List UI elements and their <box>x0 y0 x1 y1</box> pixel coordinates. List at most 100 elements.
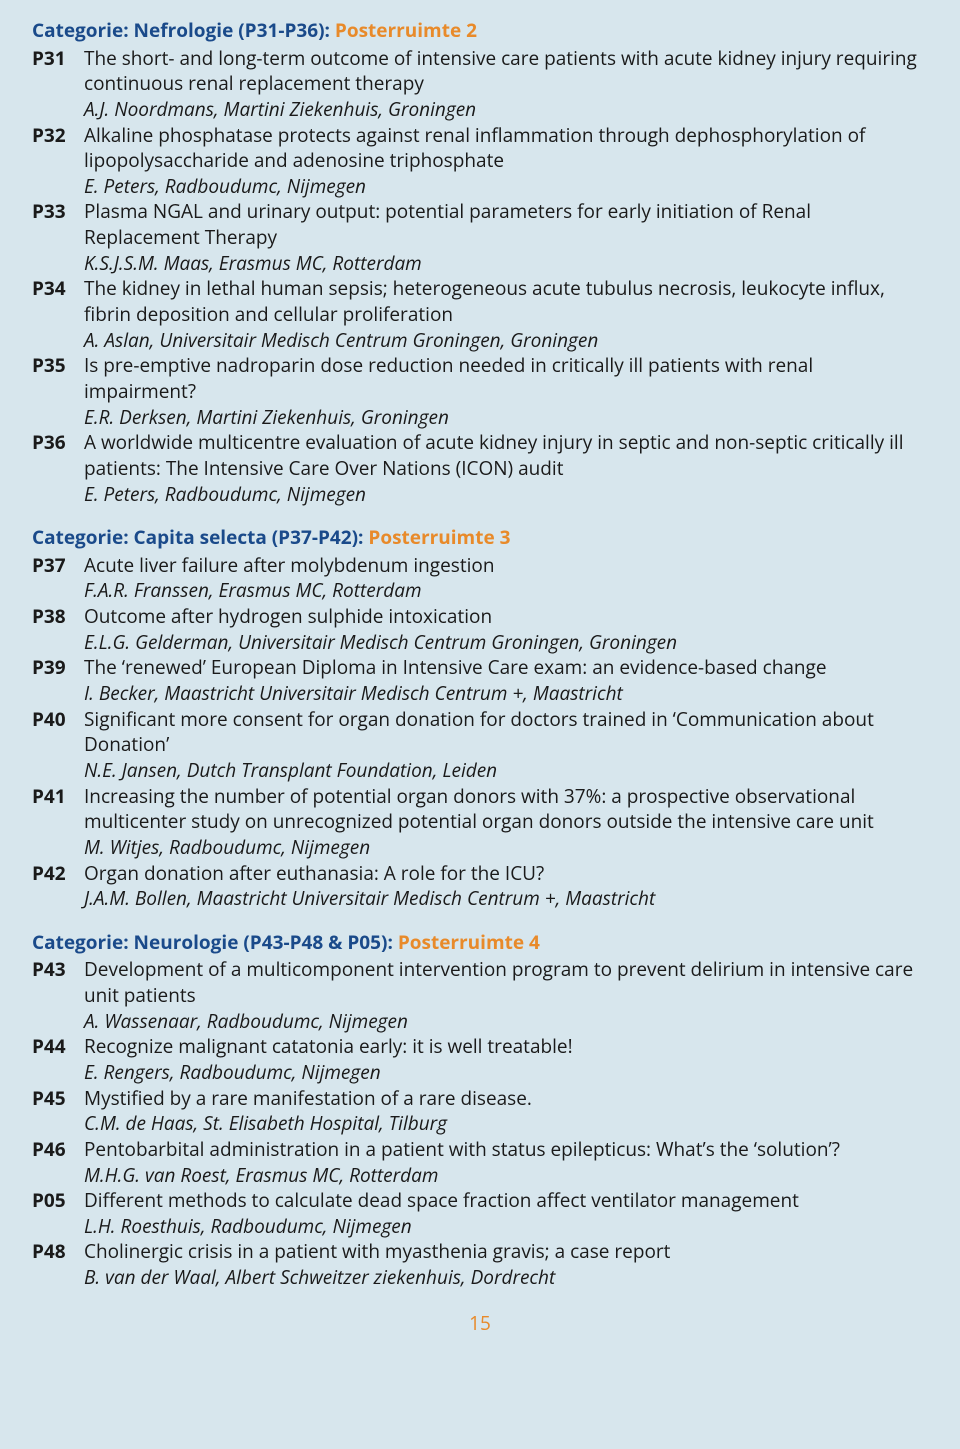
abstract-title: A worldwide multicentre evaluation of ac… <box>84 430 928 481</box>
abstract-entry: P37Acute liver failure after molybdenum … <box>32 553 928 604</box>
abstract-code: P34 <box>32 276 84 353</box>
abstract-author: M.H.G. van Roest, Erasmus MC, Rotterdam <box>84 1163 928 1189</box>
abstract-code: P43 <box>32 957 84 1034</box>
abstract-body: Recognize malignant catatonia early: it … <box>84 1034 928 1085</box>
abstract-body: Pentobarbital administration in a patien… <box>84 1137 928 1188</box>
abstract-title: Recognize malignant catatonia early: it … <box>84 1034 928 1060</box>
abstract-code: P33 <box>32 199 84 276</box>
abstract-body: Is pre-emptive nadroparin dose reduction… <box>84 353 928 430</box>
abstract-code: P36 <box>32 430 84 507</box>
abstract-body: Alkaline phosphatase protects against re… <box>84 123 928 200</box>
abstract-body: Development of a multicomponent interven… <box>84 957 928 1034</box>
category-prefix: Categorie: Neurologie (P43-P48 & P05): <box>32 929 398 955</box>
abstract-entry: P38Outcome after hydrogen sulphide intox… <box>32 604 928 655</box>
abstract-code: P39 <box>32 655 84 706</box>
abstract-code: P35 <box>32 353 84 430</box>
abstract-author: E.L.G. Gelderman, Universitair Medisch C… <box>84 630 928 656</box>
abstract-title: Different methods to calculate dead spac… <box>84 1188 928 1214</box>
abstract-code: P46 <box>32 1137 84 1188</box>
abstract-body: Mystified by a rare manifestation of a r… <box>84 1086 928 1137</box>
abstract-title: Plasma NGAL and urinary output: potentia… <box>84 199 928 250</box>
page-number: 15 <box>32 1311 928 1337</box>
abstract-code: P42 <box>32 861 84 912</box>
room-label: Posterruimte 3 <box>368 524 510 550</box>
abstract-title: Outcome after hydrogen sulphide intoxica… <box>84 604 928 630</box>
abstract-body: Outcome after hydrogen sulphide intoxica… <box>84 604 928 655</box>
abstract-author: I. Becker, Maastricht Universitair Medis… <box>84 681 928 707</box>
abstract-title: Pentobarbital administration in a patien… <box>84 1137 928 1163</box>
category-prefix: Categorie: Nefrologie (P31-P36): <box>32 17 335 43</box>
abstract-code: P37 <box>32 553 84 604</box>
abstract-author: A. Aslan, Universitair Medisch Centrum G… <box>84 328 928 354</box>
abstract-author: K.S.J.S.M. Maas, Erasmus MC, Rotterdam <box>84 251 928 277</box>
abstract-code: P44 <box>32 1034 84 1085</box>
abstract-entry: P31The short- and long-term outcome of i… <box>32 46 928 123</box>
abstract-code: P05 <box>32 1188 84 1239</box>
abstract-body: Different methods to calculate dead spac… <box>84 1188 928 1239</box>
abstract-author: E. Peters, Radboudumc, Nijmegen <box>84 174 928 200</box>
abstract-body: The short- and long-term outcome of inte… <box>84 46 928 123</box>
abstract-title: Increasing the number of potential organ… <box>84 784 928 835</box>
abstract-body: Increasing the number of potential organ… <box>84 784 928 861</box>
abstract-body: Cholinergic crisis in a patient with mya… <box>84 1239 928 1290</box>
abstract-author: E.R. Derksen, Martini Ziekenhuis, Gronin… <box>84 405 928 431</box>
abstract-author: F.A.R. Franssen, Erasmus MC, Rotterdam <box>84 578 928 604</box>
category-header: Categorie: Neurologie (P43-P48 & P05): P… <box>32 930 928 956</box>
abstract-title: Is pre-emptive nadroparin dose reduction… <box>84 353 928 404</box>
category-prefix: Categorie: Capita selecta (P37-P42): <box>32 524 368 550</box>
abstract-title: Development of a multicomponent interven… <box>84 957 928 1008</box>
room-label: Posterruimte 4 <box>398 929 540 955</box>
abstract-entry: P41Increasing the number of potential or… <box>32 784 928 861</box>
abstract-author: A.J. Noordmans, Martini Ziekenhuis, Gron… <box>84 97 928 123</box>
abstract-title: Organ donation after euthanasia: A role … <box>84 861 928 887</box>
abstract-entry: P35Is pre-emptive nadroparin dose reduct… <box>32 353 928 430</box>
abstract-author: E. Rengers, Radboudumc, Nijmegen <box>84 1060 928 1086</box>
abstract-body: Acute liver failure after molybdenum ing… <box>84 553 928 604</box>
abstract-code: P31 <box>32 46 84 123</box>
abstract-entry: P45Mystified by a rare manifestation of … <box>32 1086 928 1137</box>
category-header: Categorie: Capita selecta (P37-P42): Pos… <box>32 525 928 551</box>
abstract-title: The kidney in lethal human sepsis; heter… <box>84 276 928 327</box>
abstract-entry: P39The ‘renewed’ European Diploma in Int… <box>32 655 928 706</box>
abstract-entry: P42Organ donation after euthanasia: A ro… <box>32 861 928 912</box>
abstract-body: Plasma NGAL and urinary output: potentia… <box>84 199 928 276</box>
abstract-title: Cholinergic crisis in a patient with mya… <box>84 1239 928 1265</box>
document-page: Categorie: Nefrologie (P31-P36): Posterr… <box>0 0 960 1356</box>
abstract-title: Significant more consent for organ donat… <box>84 707 928 758</box>
abstract-body: The ‘renewed’ European Diploma in Intens… <box>84 655 928 706</box>
abstract-entry: P32Alkaline phosphatase protects against… <box>32 123 928 200</box>
abstract-code: P45 <box>32 1086 84 1137</box>
abstract-entry: P36A worldwide multicentre evaluation of… <box>32 430 928 507</box>
abstract-body: Organ donation after euthanasia: A role … <box>84 861 928 912</box>
abstract-author: A. Wassenaar, Radboudumc, Nijmegen <box>84 1009 928 1035</box>
category-header: Categorie: Nefrologie (P31-P36): Posterr… <box>32 18 928 44</box>
abstract-entry: P40Significant more consent for organ do… <box>32 707 928 784</box>
abstract-entry: P05Different methods to calculate dead s… <box>32 1188 928 1239</box>
abstract-entry: P33Plasma NGAL and urinary output: poten… <box>32 199 928 276</box>
abstract-entry: P34The kidney in lethal human sepsis; he… <box>32 276 928 353</box>
abstract-body: The kidney in lethal human sepsis; heter… <box>84 276 928 353</box>
abstract-body: A worldwide multicentre evaluation of ac… <box>84 430 928 507</box>
abstract-body: Significant more consent for organ donat… <box>84 707 928 784</box>
abstract-code: P48 <box>32 1239 84 1290</box>
abstract-author: E. Peters, Radboudumc, Nijmegen <box>84 482 928 508</box>
abstract-author: N.E. Jansen, Dutch Transplant Foundation… <box>84 758 928 784</box>
abstract-code: P32 <box>32 123 84 200</box>
abstract-code: P40 <box>32 707 84 784</box>
abstract-author: L.H. Roesthuis, Radboudumc, Nijmegen <box>84 1214 928 1240</box>
abstract-code: P38 <box>32 604 84 655</box>
abstract-code: P41 <box>32 784 84 861</box>
abstract-entry: P46Pentobarbital administration in a pat… <box>32 1137 928 1188</box>
abstract-title: Acute liver failure after molybdenum ing… <box>84 553 928 579</box>
abstract-entry: P48Cholinergic crisis in a patient with … <box>32 1239 928 1290</box>
abstract-title: Alkaline phosphatase protects against re… <box>84 123 928 174</box>
abstract-title: The short- and long-term outcome of inte… <box>84 46 928 97</box>
abstract-author: C.M. de Haas, St. Elisabeth Hospital, Ti… <box>84 1111 928 1137</box>
abstract-title: The ‘renewed’ European Diploma in Intens… <box>84 655 928 681</box>
abstract-title: Mystified by a rare manifestation of a r… <box>84 1086 928 1112</box>
abstract-author: M. Witjes, Radboudumc, Nijmegen <box>84 835 928 861</box>
abstract-author: B. van der Waal, Albert Schweitzer zieke… <box>84 1265 928 1291</box>
abstract-entry: P44Recognize malignant catatonia early: … <box>32 1034 928 1085</box>
room-label: Posterruimte 2 <box>335 17 477 43</box>
abstract-author: J.A.M. Bollen, Maastricht Universitair M… <box>84 886 928 912</box>
